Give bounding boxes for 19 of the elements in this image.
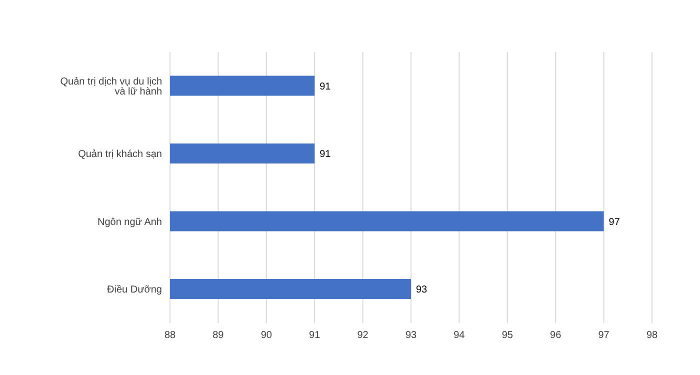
- x-tick-label: 97: [598, 330, 610, 342]
- data-label: 91: [320, 149, 332, 160]
- y-tick-label: Ngôn ngữ Anh: [97, 216, 162, 228]
- x-tick-label: 91: [309, 330, 321, 342]
- y-tick-label: Quản trị dịch vụ du lịch và lữ hành: [60, 76, 162, 98]
- x-tick-label: 93: [405, 330, 417, 342]
- x-tick-label: 89: [212, 330, 224, 342]
- data-label: 97: [608, 216, 620, 228]
- x-tick-label: 94: [454, 330, 466, 342]
- data-label: 93: [416, 284, 428, 296]
- data-label: 91: [320, 81, 332, 92]
- x-tick-label: 90: [260, 330, 272, 342]
- x-tick-label: 95: [502, 330, 514, 342]
- x-tick-label: 92: [357, 330, 369, 342]
- x-tick-label: 88: [164, 330, 176, 342]
- x-tick-label: 98: [646, 330, 658, 342]
- y-tick-label: Quản trị khách sạn: [78, 149, 162, 160]
- y-tick-label: Điều Dưỡng: [107, 284, 162, 296]
- x-tick-label: 96: [550, 330, 562, 342]
